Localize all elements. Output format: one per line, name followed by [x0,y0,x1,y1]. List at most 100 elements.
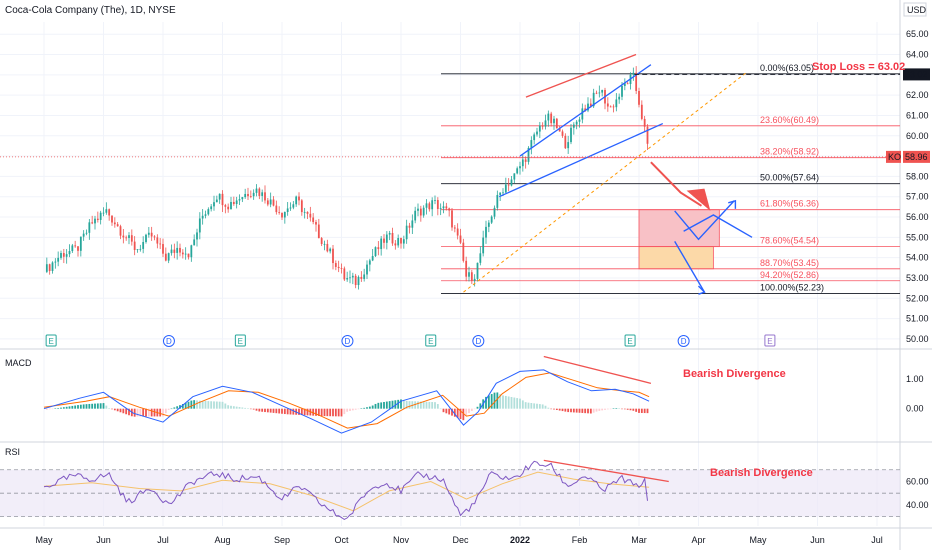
candle-body [465,260,468,277]
macd-histogram-bar [221,401,224,409]
candle-body [332,248,334,264]
macd-histogram-bar [536,403,538,409]
macd-histogram-bar [173,407,176,409]
macd-histogram-bar [391,400,394,409]
macd-histogram-bar [595,408,598,412]
candle-body [329,248,332,252]
macd-histogram-bar [394,400,397,409]
macd-histogram-bar [397,399,400,409]
macd-histogram-bar [320,408,323,417]
candle-body [221,193,224,206]
candle-body [283,211,286,218]
macd-histogram-bar [303,408,306,416]
candle-body [162,244,164,254]
macd-divergence-line [543,355,652,384]
candle-body [266,200,269,205]
macd-histogram-bar [402,400,405,409]
candle-body [541,125,544,127]
candle-body [493,207,496,217]
time-tick-label: Jul [157,535,169,545]
candle-body [139,248,142,250]
candle-body [315,222,317,225]
channel-upper-line [519,64,652,157]
candle-body [383,238,385,243]
macd-histogram-bar [167,408,170,410]
fib-label: 78.60%(54.54) [760,236,819,246]
candle-body [468,272,470,277]
candle-body [402,239,405,244]
blue-path-down [674,241,706,293]
candle-body [366,264,368,275]
candle-body [207,209,210,215]
candle-body [252,192,255,197]
macd-histogram-bar [300,408,303,416]
macd-histogram-bar [230,405,232,409]
macd-histogram-bar [48,408,51,410]
candle-body [224,205,227,207]
price-tick-label: 57.00 [906,192,929,202]
earnings-marker-label: E [48,337,53,346]
time-tick-label: Jul [871,535,883,545]
candle-body [397,238,400,246]
macd-histogram-bar [504,395,507,409]
blue-arrow-down-head [697,285,706,295]
candle-body [88,222,91,233]
macd-histogram-bar [201,400,204,409]
candle-body [116,224,119,227]
candle-body [451,210,453,228]
candle-body [547,113,550,121]
candle-body [417,208,419,211]
macd-histogram-bar [289,408,292,415]
candle-body [181,252,184,255]
macd-tick-label: 1.00 [906,374,924,384]
macd-histogram-bar [351,408,354,411]
macd-histogram-bar [298,408,300,415]
macd-histogram-bar [354,408,357,410]
macd-histogram-bar [524,402,527,409]
macd-histogram-bar [555,408,558,411]
candle-body [572,124,575,128]
macd-histogram-bar [479,403,482,409]
text-labels: Coca-Cola Company (The), 1D, NYSE USD St… [5,5,927,479]
candle-body [564,135,567,149]
macd-histogram-bar [65,406,68,409]
macd-histogram-bar [632,408,635,411]
macd-line [43,369,650,434]
rsi-tick-label: 40.00 [906,500,929,510]
macd-histogram-bar [640,408,643,413]
macd-histogram-bar [592,408,595,413]
macd-histogram-bar [496,392,499,409]
time-tick-label: May [35,535,53,545]
candle-body [646,126,649,144]
macd-histogram-bar [164,408,167,414]
rsi-tick-label: 60.00 [906,476,929,486]
macd-histogram-bar [133,408,136,417]
macd-histogram-bar [252,408,255,410]
candle-body [445,206,448,209]
earnings-marker [425,334,437,347]
macd-histogram-bar [79,404,82,409]
channel-lower-line [498,122,664,198]
price-tick-label: 55.00 [906,232,929,242]
macd-histogram-bar [170,408,173,410]
macd-histogram-bar [128,408,130,416]
price-candles [45,66,649,290]
last-price-badge-symbol-box [886,150,901,163]
macd-histogram-bar [626,408,629,410]
candle-body [368,260,371,265]
earnings-marker [624,334,636,347]
candle-body [244,193,247,198]
candle-body [258,188,261,196]
candle-body [142,242,145,249]
time-tick-label: Dec [452,535,469,545]
candle-body [184,253,187,255]
macd-divergence-annotation: Bearish Divergence [683,368,786,380]
macd-histogram-bar [436,404,439,409]
candle-body [232,201,235,205]
candle-body [136,249,139,250]
candle-body [592,92,595,107]
macd-histogram-bar [388,401,391,409]
macd-histogram-bar [179,405,181,409]
macd-histogram-bar [442,408,445,413]
